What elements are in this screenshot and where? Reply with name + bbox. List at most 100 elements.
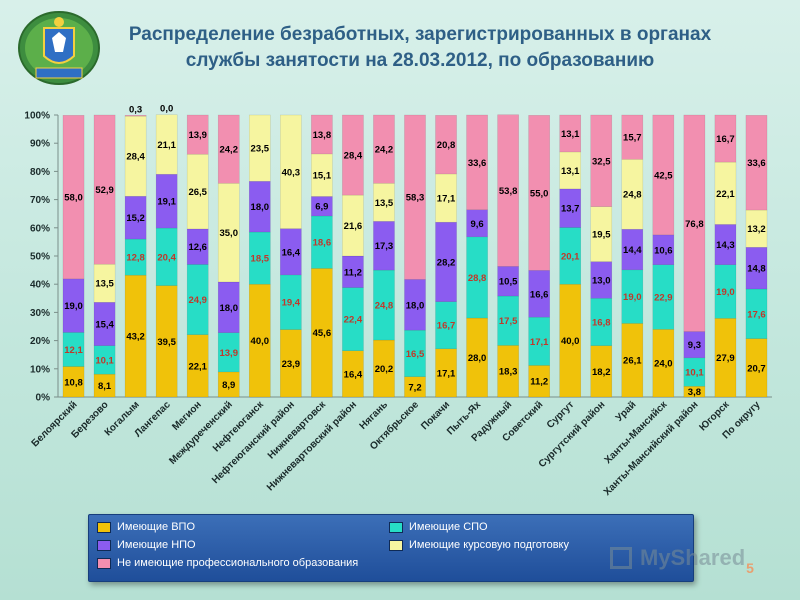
data-label: 40,0 <box>561 336 580 347</box>
legend-item: Имеющие СПО <box>389 519 488 535</box>
y-tick-label: 60% <box>30 223 50 234</box>
data-label: 18,0 <box>219 303 238 314</box>
bar-segment <box>466 114 488 211</box>
bar-segment <box>93 114 116 265</box>
y-tick-label: 100% <box>24 111 50 122</box>
data-label: 13,8 <box>313 130 332 141</box>
data-label: 13,9 <box>188 130 207 141</box>
bar-segment <box>714 114 737 163</box>
chart-title: Распределение безработных, зарегистриров… <box>100 22 740 74</box>
bar-segment <box>342 114 364 196</box>
bar-segment <box>528 115 550 271</box>
data-label: 6,9 <box>315 202 328 213</box>
bar-segment <box>248 114 271 182</box>
data-label: 17,5 <box>499 316 518 327</box>
data-label: 20,8 <box>437 140 456 151</box>
bar-segment <box>621 114 644 160</box>
data-label: 13,5 <box>95 279 114 290</box>
data-label: 43,2 <box>126 332 145 343</box>
data-label: 13,1 <box>561 166 580 177</box>
legend-swatch <box>389 539 403 551</box>
data-label: 58,3 <box>406 193 425 204</box>
y-tick-label: 70% <box>30 195 50 206</box>
data-label: 28,0 <box>468 353 487 364</box>
legend: Имеющие ВПО Имеющие СПО Имеющие НПО Имеющие… <box>88 514 694 582</box>
data-label: 24,2 <box>375 145 394 156</box>
bar-segment <box>745 338 768 398</box>
x-category-label: Урай <box>614 399 639 424</box>
data-label: 16,4 <box>282 247 301 258</box>
data-label: 16,7 <box>437 321 456 332</box>
data-label: 17,6 <box>747 309 766 320</box>
data-label: 13,0 <box>592 275 611 286</box>
y-tick-label: 80% <box>30 167 50 178</box>
watermark-text: MyShared <box>640 545 746 570</box>
page-number: 5 <box>746 560 754 576</box>
data-label: 13,2 <box>747 224 766 235</box>
legend-label: Имеющие НПО <box>117 539 196 551</box>
legend-item: Имеющие НПО <box>97 537 196 553</box>
data-label: 13,9 <box>219 348 238 359</box>
data-label: 33,6 <box>747 158 766 169</box>
y-tick-label: 90% <box>30 139 50 150</box>
data-label: 40,3 <box>282 167 301 178</box>
data-label: 16,8 <box>592 317 611 328</box>
bar-segment <box>404 376 426 398</box>
data-label: 40,0 <box>251 336 270 347</box>
legend-label: Имеющие курсовую подготовку <box>409 539 569 551</box>
data-label: 35,0 <box>219 228 238 239</box>
data-label: 28,2 <box>437 257 456 268</box>
data-label: 32,5 <box>592 156 611 167</box>
legend-swatch <box>389 521 403 533</box>
bar-segment <box>342 287 364 352</box>
legend-swatch <box>97 557 111 569</box>
bar-segment <box>404 114 426 280</box>
data-label: 13,1 <box>561 129 580 140</box>
data-label: 8,9 <box>222 380 235 391</box>
data-label: 20,2 <box>375 364 394 375</box>
bar-segment <box>311 114 333 155</box>
data-label: 10,5 <box>499 277 518 288</box>
data-label: 14,8 <box>747 264 766 275</box>
data-label: 9,3 <box>688 340 701 351</box>
data-label: 22,1 <box>716 189 735 200</box>
data-label: 9,6 <box>470 219 483 230</box>
data-label: 39,5 <box>157 337 176 348</box>
data-label: 22,9 <box>654 293 673 304</box>
bar-segment <box>590 261 613 299</box>
y-tick-label: 20% <box>30 336 50 347</box>
data-label: 18,5 <box>251 254 270 265</box>
legend-label: Не имеющие профессионального образования <box>117 557 359 569</box>
data-label: 23,9 <box>282 359 301 370</box>
data-label: 17,1 <box>530 337 549 348</box>
data-label: 17,1 <box>437 194 456 205</box>
y-tick-label: 10% <box>30 364 50 375</box>
data-label: 18,6 <box>313 238 332 249</box>
y-tick-label: 40% <box>30 280 50 291</box>
y-tick-label: 0% <box>36 393 51 404</box>
bar-segment <box>155 114 178 175</box>
data-label: 19,0 <box>716 287 735 298</box>
bar-segment <box>590 114 613 207</box>
data-label: 26,1 <box>623 356 642 367</box>
data-label: 14,4 <box>623 245 642 256</box>
data-label: 13,7 <box>561 204 580 215</box>
data-label: 55,0 <box>530 188 549 199</box>
bar-segment <box>652 114 675 236</box>
data-label: 24,2 <box>219 145 238 156</box>
data-label: 18,0 <box>406 300 425 311</box>
data-label: 15,7 <box>623 133 642 144</box>
coat-of-arms-emblem <box>18 11 100 85</box>
data-label: 24,8 <box>375 301 394 312</box>
bar-segment <box>373 114 395 184</box>
data-label: 20,1 <box>561 251 580 262</box>
legend-swatch <box>97 539 111 551</box>
data-label: 28,8 <box>468 273 487 284</box>
data-label: 8,1 <box>98 381 112 392</box>
bar-segment <box>62 115 85 280</box>
data-label: 22,4 <box>344 315 363 326</box>
bar-segment <box>248 181 271 233</box>
data-label: 16,6 <box>530 289 549 300</box>
data-label: 15,4 <box>95 319 114 330</box>
data-label: 16,4 <box>344 369 363 380</box>
